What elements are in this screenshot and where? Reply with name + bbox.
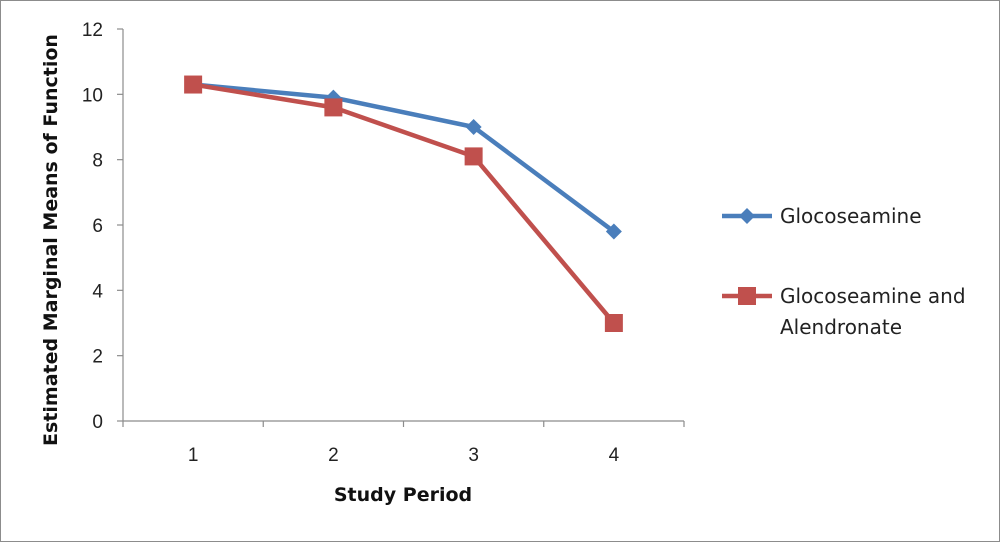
x-tick-label: 3 [468, 445, 479, 466]
x-tick-label: 4 [609, 445, 620, 466]
series-line [192, 82, 616, 234]
y-tick-label: 4 [92, 281, 103, 302]
x-tick-label: 2 [328, 445, 339, 466]
x-axis-title: Study Period [334, 484, 472, 506]
y-tick-label: 6 [92, 216, 103, 237]
y-tick-label: 12 [82, 20, 103, 41]
data-point [184, 75, 203, 94]
legend-marker [738, 287, 756, 305]
y-axis-ticks: 0 2 4 6 8 10 12 [82, 20, 123, 433]
x-axis-ticks: 1 2 3 4 [122, 421, 685, 466]
series-line [192, 82, 616, 325]
data-point [465, 119, 482, 135]
legend: Glocoseamine Glocoseamine and Alendronate [722, 204, 966, 339]
data-point [604, 314, 623, 332]
y-axis-title: Estimated Marginal Means of Function [40, 34, 62, 446]
data-point [324, 98, 343, 117]
legend-label: Glocoseamine [780, 204, 922, 228]
y-tick-label: 2 [92, 347, 103, 368]
x-tick-label: 1 [188, 445, 199, 466]
legend-entry-2: Glocoseamine and Alendronate [722, 284, 966, 339]
legend-marker [739, 208, 755, 224]
series-group [184, 75, 623, 332]
series-1 [185, 76, 622, 240]
legend-entry-1: Glocoseamine [722, 204, 922, 228]
data-point [464, 147, 483, 166]
y-tick-label: 10 [82, 85, 103, 106]
y-tick-label: 8 [92, 151, 103, 172]
legend-label: Glocoseamine and Alendronate [780, 284, 966, 339]
data-point [605, 223, 622, 240]
y-tick-label: 0 [92, 412, 103, 433]
series-2 [184, 75, 623, 332]
